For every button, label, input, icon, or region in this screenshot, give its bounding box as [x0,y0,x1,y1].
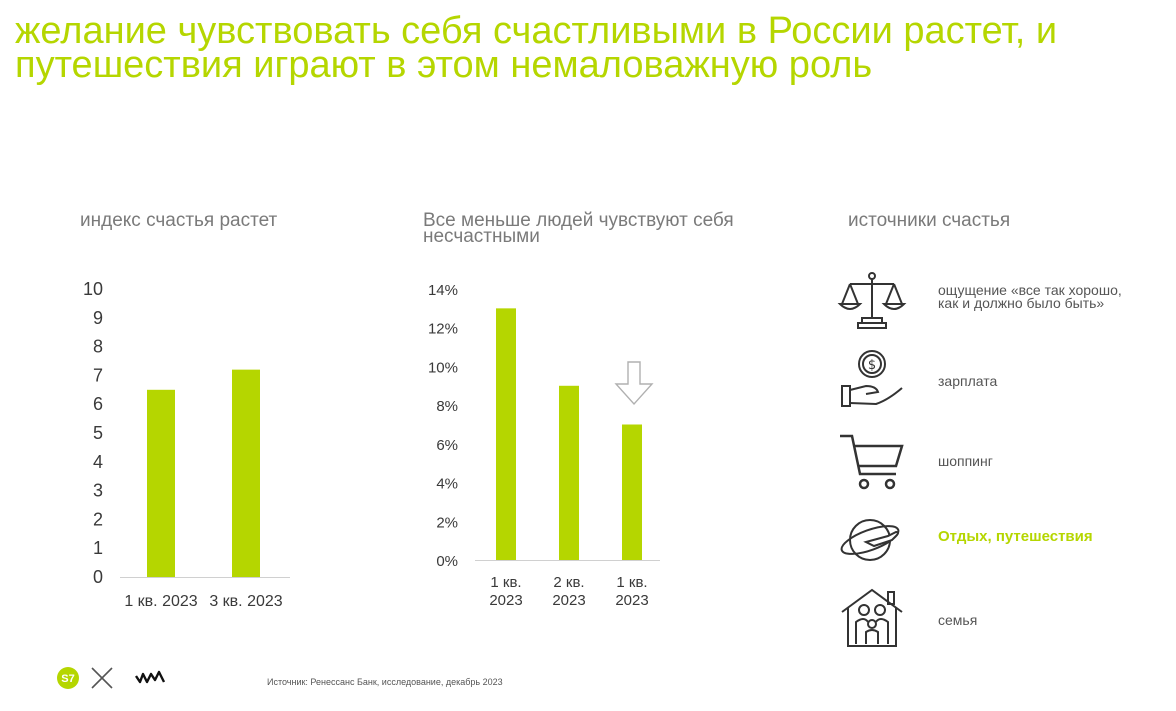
y-tick-label: 1 [93,538,103,558]
svg-text:$: $ [868,358,876,373]
bar [147,389,175,577]
y-tick-label: 10% [428,359,458,376]
chart1-title: индекс счастья растет [80,210,278,231]
y-tick-label: 14% [428,282,458,299]
y-tick-label: 4 [93,452,103,472]
money-hand-icon: $ [841,350,903,407]
x-tick-label: 3 кв. 2023 [209,593,282,610]
svg-text:S7: S7 [61,673,74,685]
y-tick-label: 6% [436,437,458,454]
y-tick-label: 0% [436,553,458,570]
source-label-feeling: ощущение «все так хорошо, как и должно б… [938,282,1122,311]
y-tick-label: 9 [93,308,103,328]
globe-plane-icon [840,519,900,561]
y-tick-label: 7 [93,365,103,385]
y-tick-label: 0 [93,567,103,587]
source-label-shopping: шоппинг [938,453,993,469]
s7-logo-icon: S7 [57,667,79,689]
y-tick-label: 4% [436,476,458,493]
y-tick-label: 2 [93,509,103,529]
x-tick-label: 2023 [489,592,522,609]
family-house-icon [841,588,903,647]
partner-logo-icon [135,670,166,684]
footer-logos: S7 [57,667,166,689]
source-label-travel: Отдых, путешествия [938,528,1093,545]
x-tick-label: 2023 [615,592,648,609]
page-title: желание чувствовать себя счастливыми в Р… [15,10,1058,86]
x-tick-label: 1 кв. [490,574,521,591]
shopping-cart-icon [840,434,904,490]
y-tick-label: 12% [428,321,458,338]
x-tick-label: 1 кв. 2023 [124,593,197,610]
y-tick-label: 3 [93,481,103,501]
y-tick-label: 5 [93,423,103,443]
sources-heading: источники счастья [848,210,1011,231]
scales-icon [837,272,907,329]
bar [622,424,642,560]
y-tick-label: 2% [436,514,458,531]
chart2-title: Все меньше людей чувствуют себя несчастн… [423,210,734,247]
bar [559,385,579,560]
source-label-salary: зарплата [938,373,998,389]
times-icon [91,667,113,689]
y-tick-label: 6 [93,394,103,414]
x-tick-label: 2 кв. [553,574,584,591]
x-tick-label: 1 кв. [616,574,647,591]
y-tick-label: 8 [93,337,103,357]
bar [496,308,516,560]
x-tick-label: 2023 [552,592,585,609]
bar [232,369,260,577]
y-tick-label: 10 [83,279,103,299]
source-label-family: семья [938,612,978,628]
footer-source: Источник: Ренессанс Банк, исследование, … [267,677,503,687]
y-tick-label: 8% [436,398,458,415]
down-arrow-icon [614,361,654,406]
